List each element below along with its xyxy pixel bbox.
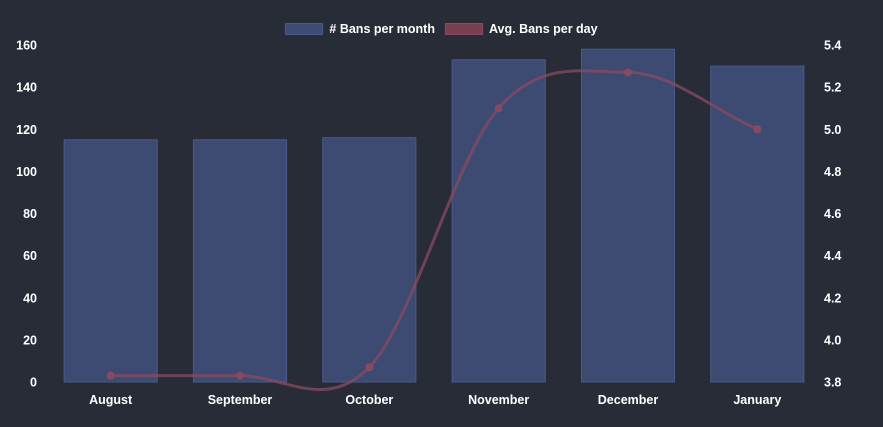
legend-item-bans-per-month[interactable]: # Bans per month [285,19,435,39]
x-tick-label-november: November [468,393,529,407]
point-november [494,104,503,113]
right-tick-label: 4.4 [824,249,841,263]
right-tick-label: 4.6 [824,207,841,221]
right-tick-label: 5.0 [824,123,841,137]
point-january [753,125,762,134]
bar-december [580,48,676,383]
bar-september [192,139,288,383]
bar-october [322,137,417,383]
right-tick-label: 5.2 [824,81,841,95]
left-tick-label: 60 [23,249,37,263]
legend-item-avg-bans-per-day[interactable]: Avg. Bans per day [444,19,598,39]
right-tick-label: 4.8 [824,165,841,179]
left-tick-label: 140 [16,81,37,95]
bar-november [451,59,546,383]
left-tick-label: 20 [23,333,37,347]
left-tick-label: 100 [16,165,37,179]
left-tick-label: 0 [30,376,37,390]
right-tick-label: 3.8 [824,376,841,390]
bar-august [63,139,158,383]
right-axis-ticks: 3.8 4.0 4.2 4.4 4.6 4.8 5.0 5.2 5.4 [824,39,841,390]
right-tick-label: 5.4 [824,39,841,53]
x-tick-label-january: January [733,393,781,407]
left-tick-label: 40 [23,291,37,305]
legend-label-avg-bans-per-day: Avg. Bans per day [488,22,598,36]
points-layer [106,68,762,380]
x-tick-label-december: December [598,393,659,407]
x-tick-label-august: August [89,393,133,407]
point-december [624,68,632,77]
left-tick-label: 120 [16,123,37,137]
bar-january [710,65,805,383]
left-tick-label: 80 [23,207,37,221]
x-tick-label-september: September [208,393,273,407]
right-tick-label: 4.2 [824,291,841,305]
x-tick-label-october: October [345,393,393,407]
left-tick-label: 160 [16,39,37,53]
chart-legend: # Bans per month Avg. Bans per day [0,19,883,39]
x-axis-ticks: August September October November December Ja… [89,393,781,407]
legend-swatch-bans-per-month [285,23,324,35]
legend-swatch-avg-bans-per-day [444,23,483,35]
point-october [365,363,374,372]
bars-layer [63,48,805,383]
point-august [106,371,115,380]
left-axis-ticks: 0 20 40 60 80 100 120 140 160 [16,39,37,390]
right-tick-label: 4.0 [824,333,841,347]
legend-label-bans-per-month: # Bans per month [329,22,435,36]
point-september [236,371,244,380]
